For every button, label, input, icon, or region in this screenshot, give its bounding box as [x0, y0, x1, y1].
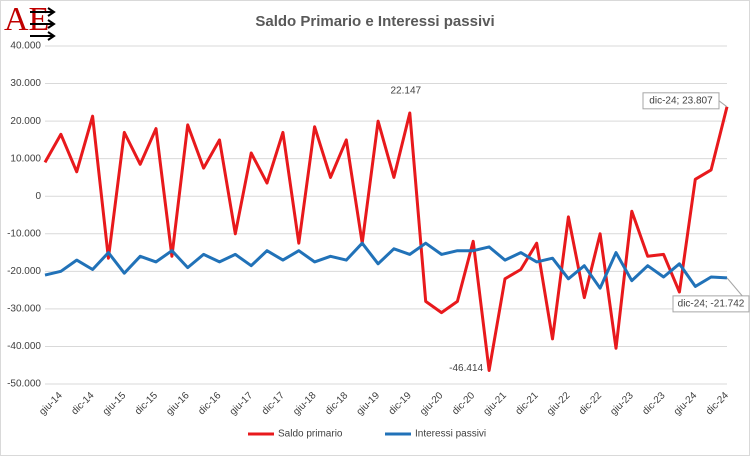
logo-text: AE	[4, 1, 49, 38]
y-tick-label: -50.000	[7, 379, 41, 390]
logo: AE	[4, 1, 56, 41]
y-tick-label: 30.000	[10, 78, 41, 89]
series-line	[43, 106, 729, 372]
data-label: 22.147	[390, 86, 421, 97]
legend-label: Interessi passivi	[415, 429, 486, 440]
y-tick-label: 0	[35, 191, 41, 202]
y-tick-label: -40.000	[7, 341, 41, 352]
data-label: -46.414	[449, 363, 483, 374]
data-label: dic-24; 23.807	[649, 95, 713, 106]
y-tick-label: 10.000	[10, 153, 41, 164]
legend-label: Saldo primario	[278, 429, 343, 440]
chart-title: Saldo Primario e Interessi passivi	[255, 13, 494, 30]
logo-arrows	[30, 7, 56, 41]
y-tick-label: 40.000	[10, 41, 41, 52]
y-tick-label: -20.000	[7, 266, 41, 277]
series-line	[44, 241, 728, 290]
leader-line	[718, 100, 728, 108]
y-tick-label: -30.000	[7, 304, 41, 315]
data-label: dic-24; -21.742	[678, 299, 745, 310]
label-box	[672, 295, 750, 313]
y-tick-label: -10.000	[7, 228, 41, 239]
y-tick-label: 20.000	[10, 116, 41, 127]
label-box	[642, 92, 720, 110]
